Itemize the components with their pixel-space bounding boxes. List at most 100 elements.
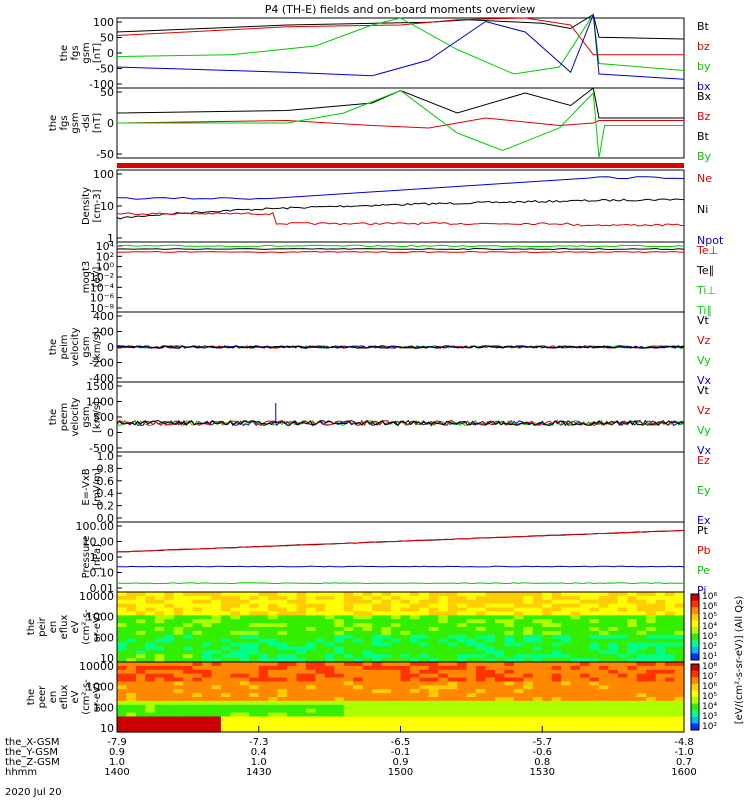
- spec-cell: [173, 642, 184, 648]
- spec-cell: [551, 615, 562, 620]
- spec-cell: [617, 669, 628, 675]
- spec-cell: [617, 720, 628, 725]
- spec-cell: [362, 623, 373, 628]
- spec-cell: [372, 634, 383, 640]
- spec-cell: [589, 607, 600, 613]
- legend-by: By: [697, 150, 712, 163]
- spec-cell: [598, 642, 609, 648]
- spec-cell: [391, 630, 402, 636]
- spec-cell: [636, 595, 647, 601]
- spec-cell: [598, 619, 609, 624]
- spec-cell: [391, 720, 402, 725]
- spec-cell: [315, 630, 326, 636]
- y-tick-label: 50: [100, 32, 114, 45]
- spec-cell: [400, 599, 411, 605]
- spec-cell: [513, 654, 524, 659]
- spec-cell: [636, 654, 647, 659]
- y-axis-label: fgs: [59, 115, 70, 130]
- spec-cell: [239, 650, 250, 655]
- spec-cell: [315, 592, 326, 597]
- spec-cell: [239, 658, 250, 663]
- spec-cell: [220, 603, 231, 609]
- spec-cell: [381, 603, 392, 609]
- spec-cell: [230, 685, 241, 690]
- spec-cell: [164, 712, 175, 718]
- spec-cell: [362, 658, 373, 663]
- spec-cell: [296, 658, 307, 663]
- spec-cell: [334, 650, 345, 655]
- spec-cell: [324, 638, 335, 644]
- spec-cell: [230, 638, 241, 644]
- spec-cell: [466, 650, 477, 655]
- spec-cell: [523, 716, 534, 721]
- spec-cell: [400, 665, 411, 671]
- spec-cell: [457, 669, 468, 675]
- spec-cell: [428, 599, 439, 605]
- spec-cell: [324, 634, 335, 640]
- colorbar-lower: [691, 673, 699, 677]
- spec-cell: [447, 700, 458, 706]
- colorbar-upper: [691, 595, 699, 598]
- spec-cell: [135, 669, 146, 675]
- spec-cell: [353, 665, 364, 671]
- spec-cell: [495, 662, 506, 667]
- spec-cell: [665, 658, 676, 663]
- spec-cell: [589, 700, 600, 706]
- spec-cell: [617, 615, 628, 620]
- spec-cell: [381, 638, 392, 644]
- spec-cell: [570, 728, 581, 733]
- spec-cell: [513, 693, 524, 698]
- spec-cell: [551, 712, 562, 718]
- spec-cell: [447, 634, 458, 640]
- spec-cell: [428, 724, 439, 729]
- spec-cell: [400, 646, 411, 651]
- spec-cell: [343, 599, 354, 605]
- colorbar-upper: [691, 633, 699, 636]
- spec-cell: [202, 693, 213, 698]
- spec-cell: [391, 658, 402, 663]
- spec-cell: [495, 599, 506, 605]
- spec-cell: [202, 627, 213, 632]
- spec-cell: [561, 669, 572, 675]
- spec-cell: [551, 607, 562, 613]
- spec-cell: [362, 638, 373, 644]
- spec-cell: [315, 700, 326, 706]
- spec-cell: [249, 658, 260, 663]
- spec-cell: [580, 665, 591, 671]
- spec-cell: [334, 712, 345, 718]
- spec-cell: [589, 619, 600, 624]
- spec-cell: [362, 677, 373, 683]
- spec-cell: [504, 689, 515, 694]
- spec-cell: [447, 599, 458, 605]
- spec-cell: [523, 685, 534, 690]
- spec-cell: [409, 619, 420, 624]
- spec-cell: [343, 704, 354, 710]
- spec-cell: [145, 665, 156, 671]
- spec-cell: [608, 627, 619, 632]
- spec-cell: [220, 599, 231, 605]
- y-axis-label: [mV/m]: [92, 468, 103, 506]
- spec-cell: [447, 689, 458, 694]
- spec-cell: [409, 685, 420, 690]
- spec-cell: [126, 630, 137, 636]
- spec-cell: [627, 720, 638, 725]
- colorbar-upper: [691, 651, 699, 654]
- spec-cell: [438, 693, 449, 698]
- spec-cell: [513, 650, 524, 655]
- spec-cell: [447, 619, 458, 624]
- spec-cell: [183, 630, 194, 636]
- spec-cell: [315, 673, 326, 679]
- spec-cell: [598, 627, 609, 632]
- legend-vz: Vz: [697, 404, 711, 417]
- spec-cell: [495, 650, 506, 655]
- spec-cell: [287, 720, 298, 725]
- spec-cell: [428, 646, 439, 651]
- series-npot: [116, 176, 685, 200]
- spec-cell: [476, 658, 487, 663]
- colorbar-lower: [691, 688, 699, 691]
- spec-cell: [551, 665, 562, 671]
- spec-cell: [154, 685, 165, 690]
- colorbar-tick: 10³: [702, 712, 717, 722]
- spec-cell: [570, 712, 581, 718]
